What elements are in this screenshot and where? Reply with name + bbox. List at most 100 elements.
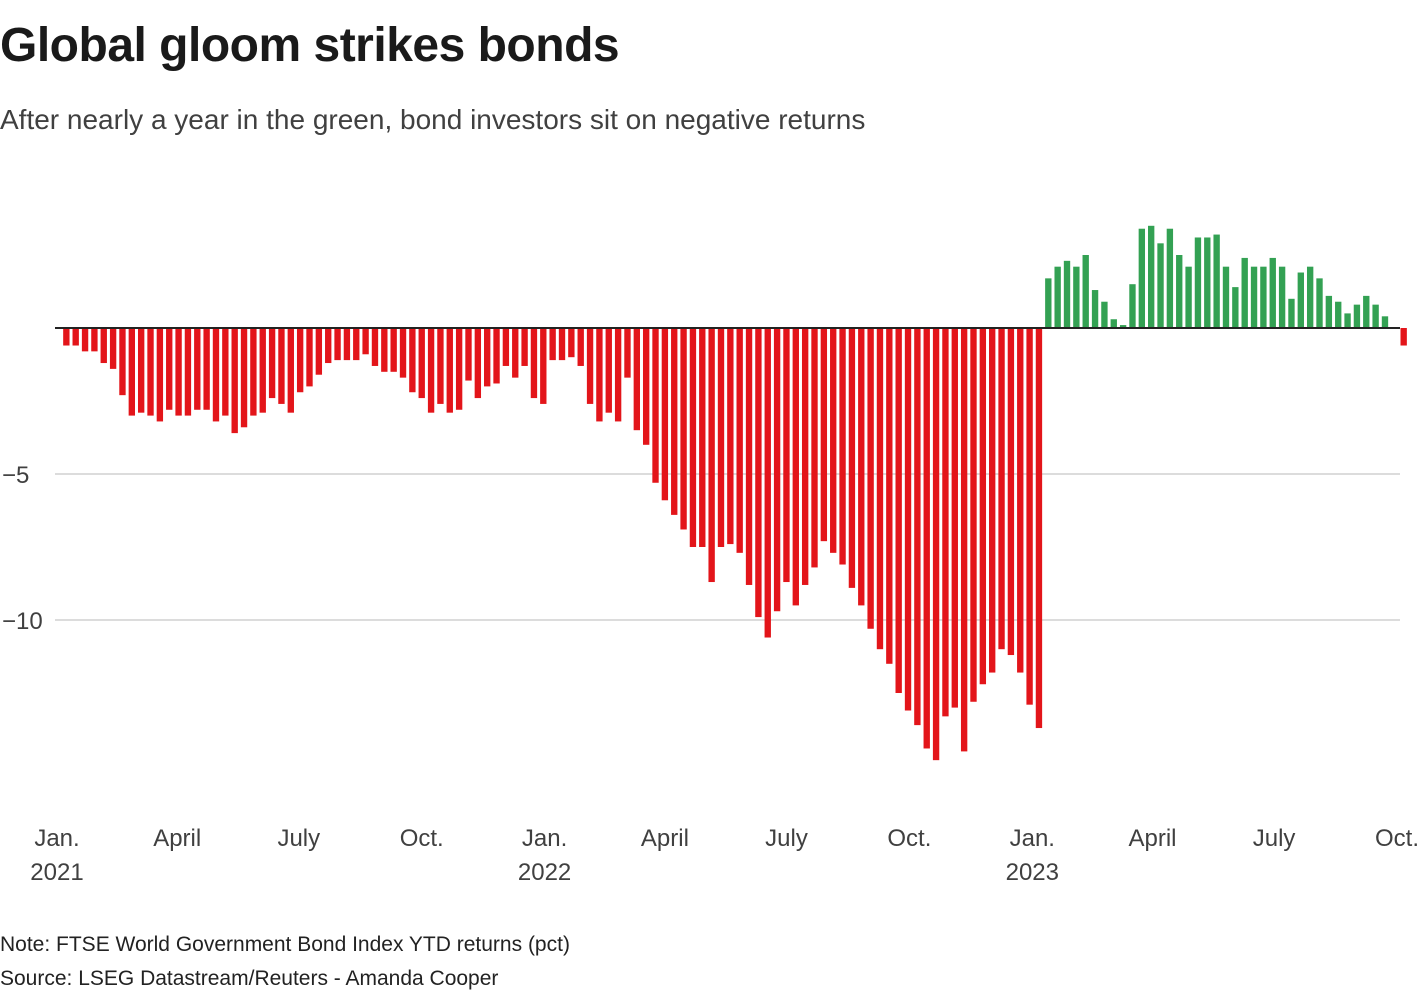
bar [512,328,519,378]
bar [1110,319,1117,328]
bar [1185,266,1192,328]
bar [1007,328,1015,656]
bar [446,328,453,413]
bar [222,328,229,416]
bar [979,328,987,685]
bar [1148,225,1155,328]
bar [614,328,622,422]
bar [1119,325,1127,328]
bar [764,328,771,638]
bar [399,328,407,378]
bar [1372,304,1379,328]
bar [390,328,397,372]
bar [745,328,753,585]
x-tick-label: April [153,825,201,852]
bar [353,328,360,361]
bar [1166,228,1174,328]
bar [147,328,154,416]
bar [914,328,921,726]
bar [296,328,304,393]
bar [558,328,566,361]
bar [63,328,70,346]
bar [455,328,463,410]
bar [418,328,425,399]
chart-note: Note: FTSE World Government Bond Index Y… [0,933,570,956]
bar [1344,313,1351,328]
bar [858,328,865,606]
x-axis-labels: Jan. 2021 April July Oct. Jan. 2022 April July Oc… [30,825,1419,886]
bar [839,328,846,565]
bar [792,328,799,606]
bar [1288,298,1295,328]
bar [904,328,912,711]
bar [212,328,220,422]
bar [409,328,416,393]
bar [334,328,341,361]
bar [1204,237,1211,328]
x-tick-label: Jan. [1010,825,1055,852]
bar [259,328,266,413]
x-tick-label: Jan. [522,825,567,852]
bar [484,328,491,387]
bar [1017,328,1024,673]
x-tick-label: Oct. [1375,825,1419,852]
bar [699,328,706,547]
bar [801,328,809,585]
bar [998,328,1005,650]
bar [109,328,117,369]
bar [474,328,482,399]
bar [923,328,930,749]
bar [343,328,351,361]
bar [773,328,781,612]
bar [81,328,89,352]
bar [605,328,612,413]
bar [156,328,164,422]
bar [633,328,640,431]
bar [166,328,173,410]
bar [325,328,332,364]
bar [783,328,790,583]
bar [175,328,182,416]
y-tick-label: −10 [2,608,43,635]
bar [942,328,949,717]
bar [502,328,510,366]
bar [231,328,238,434]
bar [1045,278,1052,328]
bar [951,328,958,708]
bar [278,328,285,404]
bar [240,328,248,428]
bar [1157,243,1164,328]
bar [848,328,856,588]
bar [652,328,659,483]
bar [1091,290,1099,328]
bar [530,328,538,399]
x-tick-label: Oct. [887,825,931,852]
bar [287,328,294,413]
bar [596,328,603,422]
bar-series [63,225,1407,761]
bar [1306,266,1314,328]
bar [1278,266,1286,328]
bar [184,328,192,416]
bar [1213,234,1220,328]
bar [811,328,818,568]
bar [708,328,715,583]
bar [1297,272,1304,328]
bar [91,328,98,352]
bar [886,328,893,664]
bar [1260,266,1267,328]
bar [521,328,528,366]
bar [1316,278,1323,328]
x-tick-label: July [765,825,808,852]
x-tick-label: April [641,825,689,852]
bar [736,328,743,553]
bar [549,328,556,361]
bar [671,328,678,515]
bar [427,328,435,413]
bar [876,328,884,650]
x-tick-label: April [1128,825,1176,852]
x-tick-label: 2023 [1006,859,1059,886]
bar [830,328,837,553]
bar [540,328,547,404]
bar [1363,295,1370,328]
